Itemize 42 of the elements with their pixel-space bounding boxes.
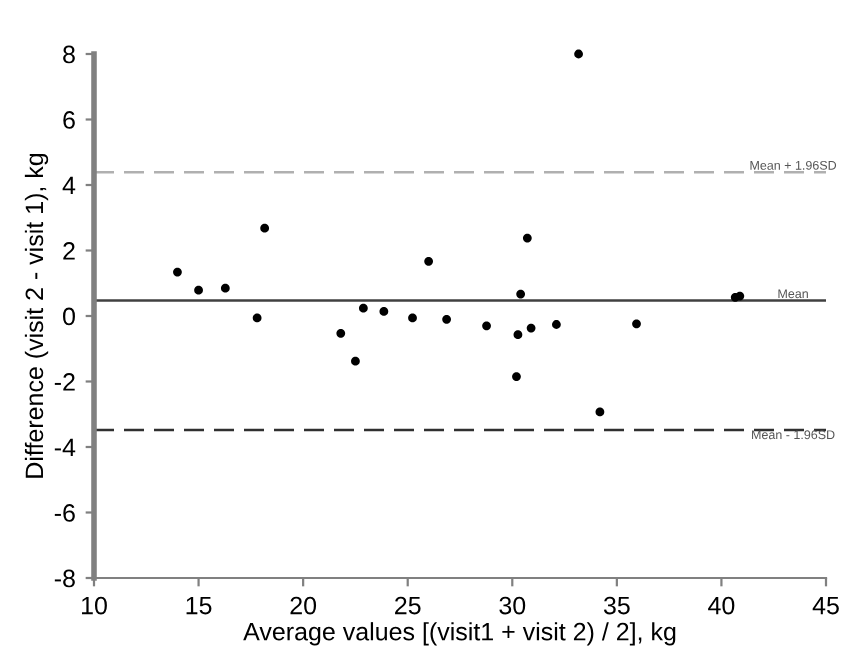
x-axis-title: Average values [(visit1 + visit 2) / 2], kg (243, 622, 676, 646)
point (442, 314, 452, 324)
x-tick-label: 40 (708, 596, 735, 615)
point (252, 313, 262, 323)
point (735, 291, 745, 301)
point (552, 320, 561, 329)
point (526, 323, 536, 333)
point (336, 328, 346, 338)
point (358, 303, 368, 313)
point (379, 307, 389, 316)
point (260, 223, 270, 233)
y-tick-label: 6 (63, 111, 75, 129)
y-tick-label: 2 (63, 242, 75, 260)
y-tick-label: 4 (62, 176, 76, 195)
x-tick-label: 20 (290, 596, 317, 615)
y-axis-title: Difference (visit 2 - visit 1), kg (24, 153, 49, 478)
point (595, 407, 605, 417)
y-tick-label: 0 (63, 307, 75, 326)
point (632, 319, 641, 329)
x-tick-label: 10 (82, 596, 107, 615)
point (513, 330, 523, 340)
point (351, 356, 360, 366)
point (516, 289, 526, 299)
point (482, 321, 491, 331)
x-tick-label: 30 (499, 596, 526, 615)
point (408, 313, 417, 323)
y-tick-label: -2 (54, 373, 75, 391)
x-tick-label: 45 (812, 596, 839, 615)
point (173, 267, 182, 277)
point (424, 256, 434, 266)
y-tick-label: -6 (54, 504, 75, 522)
point (574, 49, 583, 59)
y-tick-label: -4 (54, 438, 76, 457)
point (220, 283, 230, 293)
point (522, 233, 532, 243)
y-tick-label: 8 (63, 45, 75, 64)
point (194, 285, 203, 295)
point (512, 372, 521, 381)
x-tick-label: 35 (603, 596, 630, 615)
y-tick-label: -8 (54, 569, 75, 588)
x-tick-label: 25 (395, 596, 421, 615)
x-tick-label: 15 (186, 596, 212, 615)
